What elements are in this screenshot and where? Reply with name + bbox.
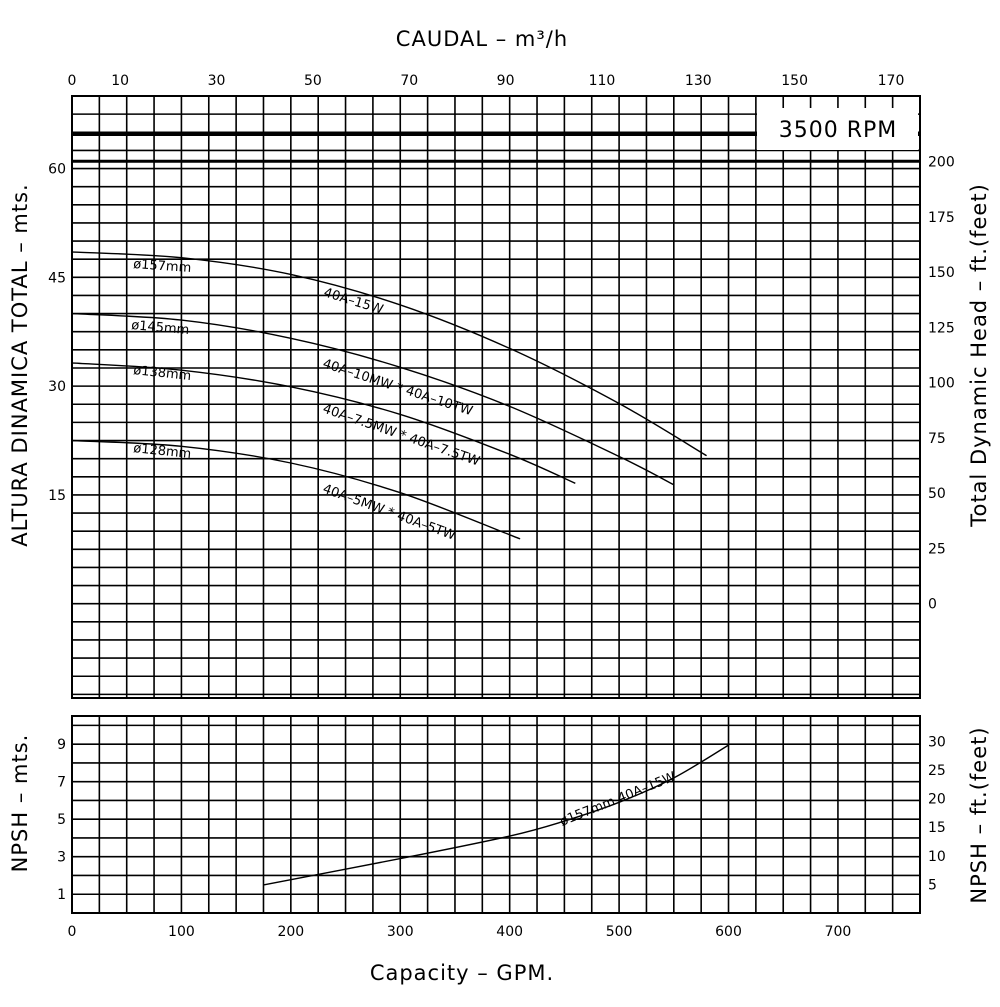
right-head-tick-label: 175 [928,210,955,226]
right-head-tick-label: 0 [928,597,937,613]
bottom-x-tick-label: 200 [277,924,304,940]
head-plot-frame [71,95,921,699]
right-npsh-tick-label: 30 [928,734,946,750]
left-head-tick-label: 45 [48,270,66,286]
top-x-tick-label: 130 [685,73,712,89]
left-head-tick-label: 60 [48,162,66,178]
top-x-tick-label: 110 [589,73,616,89]
npsh-curve-1 [263,744,729,886]
right-head-tick-label: 200 [928,155,955,171]
bottom-x-tick-label: 100 [168,924,195,940]
head-curve-1 [71,251,707,457]
top-x-tick-label: 150 [781,73,808,89]
curves [71,251,729,886]
head-curve-2 [71,312,675,486]
right-npsh-tick-label: 25 [928,763,946,779]
right-head-tick-label: 25 [928,541,946,557]
npsh-grid [72,716,920,913]
right-head-tick-label: 75 [928,431,946,447]
rpm-box [757,108,918,150]
top-x-tick-label: 50 [304,73,322,89]
right-npsh-tick-label: 10 [928,849,946,865]
right-npsh-axis-title: NPSH – ft.(feet) [967,726,991,903]
right-npsh-tick-label: 5 [928,877,937,893]
bottom-x-tick-label: 700 [825,924,852,940]
bottom-x-tick-label: 500 [606,924,633,940]
head-grid [72,96,920,698]
right-head-tick-label: 100 [928,376,955,392]
top-x-tick-label: 90 [497,73,515,89]
left-npsh-tick-label: 7 [57,775,66,791]
bottom-x-tick-label: 400 [496,924,523,940]
top-x-axis-title: CAUDAL – m³/h [396,27,568,51]
bottom-x-tick-label: 600 [715,924,742,940]
right-head-axis-title: Total Dynamic Head – ft.(feet) [967,183,991,528]
tick-labels: 0 10 30 50 70 90 110 130 150 17015304560025507510… [48,73,955,940]
right-head-tick-label: 150 [928,265,955,281]
top-x-tick-label: 70 [400,73,418,89]
diameter-label-128: ø128mm [133,441,192,462]
left-head-tick-label: 30 [48,379,66,395]
left-npsh-tick-label: 9 [57,737,66,753]
left-npsh-tick-label: 5 [57,812,66,828]
bottom-x-tick-label: 300 [387,924,414,940]
right-npsh-tick-label: 15 [928,820,946,836]
diameter-label-157: ø157mm [133,257,192,276]
head-curve-4 [71,439,521,540]
bottom-x-tick-label: 0 [68,924,77,940]
rpm-label: 3500 RPM [779,118,898,143]
top-x-tick-label: 170 [878,73,905,89]
left-npsh-axis-title: NPSH – mts. [8,734,32,873]
left-head-axis-title: ALTURA DINAMICA TOTAL – mts. [8,183,32,546]
right-head-tick-label: 50 [928,486,946,502]
npsh-plot-frame [71,715,921,914]
npsh-curve-label: ø157mm 40A–15W [558,769,678,829]
bottom-x-axis-title: Capacity – GPM. [370,961,554,985]
diameter-label-145: ø145mm [131,318,190,338]
right-head-tick-label: 125 [928,320,955,336]
head-curve-3 [71,362,576,484]
top-x-tick-label: 30 [208,73,226,89]
left-npsh-tick-label: 3 [57,850,66,866]
left-head-tick-label: 15 [48,488,66,504]
diameter-label-138: ø138mm [133,363,192,384]
right-npsh-tick-label: 20 [928,792,946,808]
top-x-tick-label: 0 [68,73,77,89]
top-x-tick-label: 10 [111,73,129,89]
left-npsh-tick-label: 1 [57,887,66,903]
